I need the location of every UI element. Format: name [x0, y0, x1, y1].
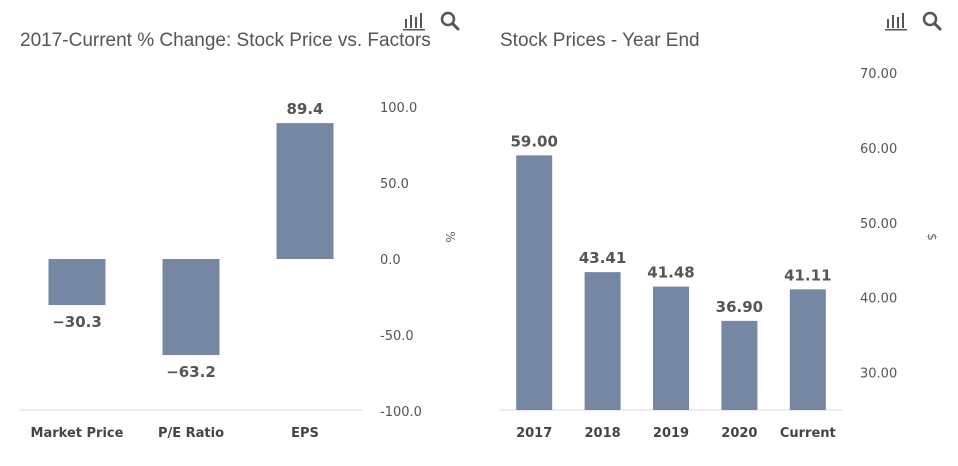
y-axis-unit-label: % [443, 231, 457, 242]
bar-value-label: −30.3 [52, 313, 102, 331]
percent-change-panel: 2017-Current % Change: Stock Price vs. F… [0, 0, 470, 466]
chart-toolbar [403, 10, 461, 32]
bar-value-label: 59.00 [510, 132, 557, 150]
category-label: 2019 [653, 426, 689, 441]
y-tick-label: 50.0 [380, 177, 409, 192]
category-label: Market Price [31, 426, 124, 441]
bar-2020 [721, 320, 758, 410]
bar-2019 [653, 286, 689, 410]
bar-chart-icon[interactable] [885, 10, 907, 32]
stock-price-panel: Stock Prices - Year End 70.00 60.00 50.00 4… [480, 0, 958, 466]
chart-title: Stock Prices - Year End [500, 30, 700, 51]
percent-change-chart: 100.0 50.0 0.0 -50.0 -100.0% −30.3 Market Pric… [20, 100, 457, 441]
category-label: Current [780, 426, 836, 441]
category-label: EPS [291, 426, 319, 441]
category-label: P/E Ratio [158, 426, 224, 441]
bar-current [789, 289, 826, 410]
y-tick-label: 0.0 [380, 253, 401, 268]
y-tick-label: 30.00 [860, 367, 897, 382]
chart-title: 2017-Current % Change: Stock Price vs. F… [20, 30, 431, 51]
category-label: 2020 [721, 426, 757, 441]
y-tick-label: 40.00 [860, 292, 897, 307]
category-label: 2018 [585, 426, 621, 441]
bar-value-label: −63.2 [166, 363, 216, 381]
bar-value-label: 43.41 [579, 249, 626, 267]
chart-toolbar [885, 10, 943, 32]
stock-price-chart: 70.00 60.00 50.00 40.00 30.00 $59.00 2017 43.41… [500, 67, 939, 441]
bar-market-price [48, 259, 106, 306]
bar-2017 [516, 155, 553, 410]
y-tick-label: 50.00 [860, 217, 897, 232]
bar-p-e-ratio [162, 259, 220, 356]
bar-value-label: 41.48 [647, 264, 694, 282]
y-tick-label: 70.00 [860, 67, 897, 82]
bar-value-label: 41.11 [784, 266, 831, 284]
bar-2018 [584, 272, 621, 410]
bar-value-label: 89.4 [286, 100, 323, 118]
y-tick-label: -100.0 [380, 405, 422, 420]
search-icon[interactable] [921, 10, 943, 32]
y-tick-label: 60.00 [860, 142, 897, 157]
y-tick-label: 100.0 [380, 101, 417, 116]
bar-value-label: 36.90 [716, 298, 763, 316]
bar-chart-icon[interactable] [403, 10, 425, 32]
search-icon[interactable] [439, 10, 461, 32]
y-axis-unit-label: $ [925, 233, 939, 241]
y-tick-label: -50.0 [380, 329, 414, 344]
bar-eps [276, 123, 334, 259]
category-label: 2017 [516, 426, 552, 441]
